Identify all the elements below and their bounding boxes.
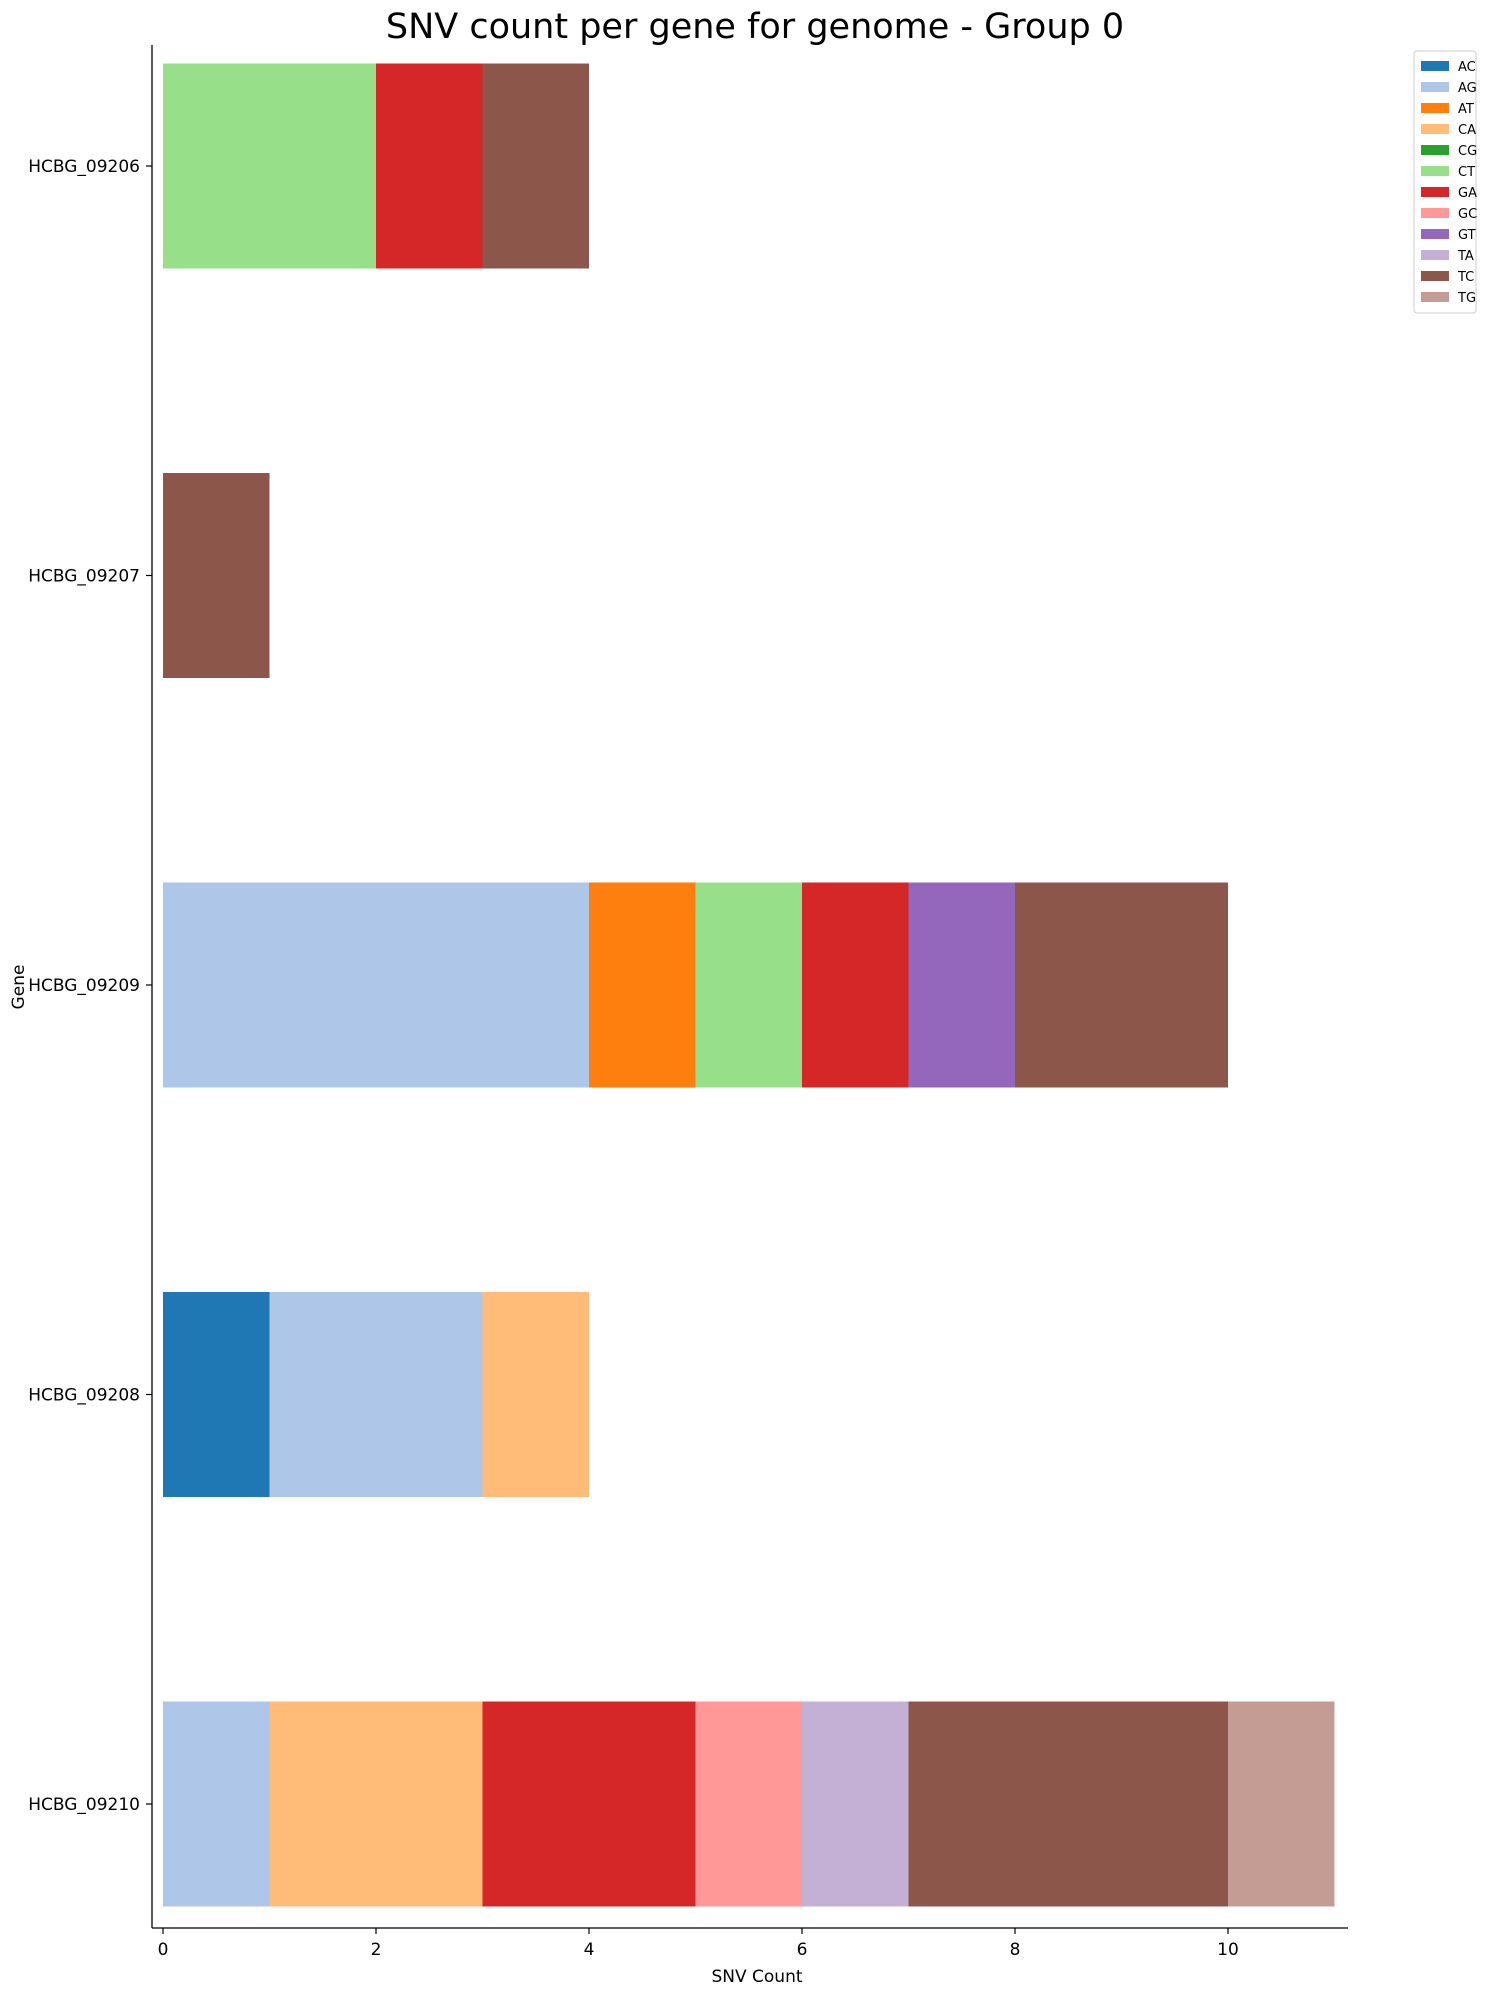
bar-segment-HCBG_09207-TC xyxy=(163,473,270,678)
x-tick-label: 10 xyxy=(1217,1940,1239,1960)
bar-segment-HCBG_09210-GA xyxy=(482,1701,696,1907)
legend-swatch-AG xyxy=(1421,82,1449,92)
legend-label-AT: AT xyxy=(1458,102,1474,117)
legend-frame xyxy=(1413,50,1477,314)
legend-label-TC: TC xyxy=(1457,270,1474,285)
bar-segment-HCBG_09206-CT xyxy=(163,63,376,269)
chart-title: SNV count per gene for genome - Group 0 xyxy=(386,7,1124,47)
y-tick-label: HCBG_09206 xyxy=(28,157,140,177)
legend-label-AC: AC xyxy=(1458,60,1476,75)
x-tick-label: 8 xyxy=(1010,1940,1021,1960)
bar-segment-HCBG_09206-GA xyxy=(376,63,483,269)
legend-swatch-TG xyxy=(1421,292,1449,302)
x-tick-label: 0 xyxy=(158,1940,169,1960)
legend-swatch-AC xyxy=(1421,61,1449,71)
y-tick-label: HCBG_09208 xyxy=(28,1386,140,1406)
legend-label-CG: CG xyxy=(1458,144,1477,159)
bar-segment-HCBG_09210-TC xyxy=(908,1701,1228,1907)
bar-segment-HCBG_09210-TG xyxy=(1228,1701,1335,1907)
legend-label-TA: TA xyxy=(1457,249,1474,264)
y-tick-label: HCBG_09207 xyxy=(28,567,140,587)
legend-swatch-AT xyxy=(1421,103,1449,113)
bar-segment-HCBG_09210-GC xyxy=(695,1701,802,1907)
legend-swatch-CT xyxy=(1421,166,1449,176)
y-ticks-group: HCBG_09206 HCBG_09207 HCBG_09209 HCBG_09208… xyxy=(28,157,152,1815)
legend-swatch-GT xyxy=(1421,229,1449,239)
bar-segment-HCBG_09209-TC xyxy=(1015,882,1228,1088)
bar-segment-HCBG_09208-CA xyxy=(482,1292,589,1497)
bar-segment-HCBG_09209-GA xyxy=(802,882,909,1088)
y-tick-label: HCBG_09209 xyxy=(28,976,140,996)
bar-segment-HCBG_09209-GT xyxy=(908,882,1015,1088)
legend-swatch-GC xyxy=(1421,208,1449,218)
legend-swatch-CG xyxy=(1421,145,1449,155)
legend-label-CT: CT xyxy=(1458,165,1475,180)
legend-label-AG: AG xyxy=(1458,81,1477,96)
x-ticks-group: 0 2 4 6 8 10 xyxy=(158,1928,1239,1960)
legend-label-GT: GT xyxy=(1458,228,1476,243)
x-axis-label: SNV Count xyxy=(711,1967,802,1987)
bar-segment-HCBG_09210-TA xyxy=(802,1701,909,1907)
bar-segment-HCBG_09210-AG xyxy=(163,1701,270,1907)
bar-segment-HCBG_09209-CT xyxy=(695,882,802,1088)
legend-swatch-GA xyxy=(1421,187,1449,197)
y-tick-label: HCBG_09210 xyxy=(28,1795,140,1815)
legend-label-GC: GC xyxy=(1458,207,1477,222)
legend-label-CA: CA xyxy=(1458,123,1476,138)
legend: AC AG AT CA CG CT GA GC GT TA TC TG xyxy=(1413,50,1477,314)
bars-group xyxy=(163,63,1335,1907)
bar-segment-HCBG_09209-AT xyxy=(589,882,696,1088)
legend-swatch-TC xyxy=(1421,271,1449,281)
legend-swatch-CA xyxy=(1421,124,1449,134)
x-tick-label: 4 xyxy=(584,1940,595,1960)
x-tick-label: 2 xyxy=(371,1940,382,1960)
legend-label-GA: GA xyxy=(1458,186,1477,201)
bar-segment-HCBG_09208-AG xyxy=(269,1292,483,1497)
legend-swatch-TA xyxy=(1421,250,1449,260)
y-axis-label: Gene xyxy=(9,965,29,1010)
legend-label-TG: TG xyxy=(1457,291,1476,306)
bar-segment-HCBG_09209-AG xyxy=(163,882,589,1088)
bar-segment-HCBG_09206-TC xyxy=(482,63,589,269)
bar-segment-HCBG_09208-AC xyxy=(163,1292,270,1497)
bar-segment-HCBG_09210-CA xyxy=(269,1701,483,1907)
x-tick-label: 6 xyxy=(797,1940,808,1960)
